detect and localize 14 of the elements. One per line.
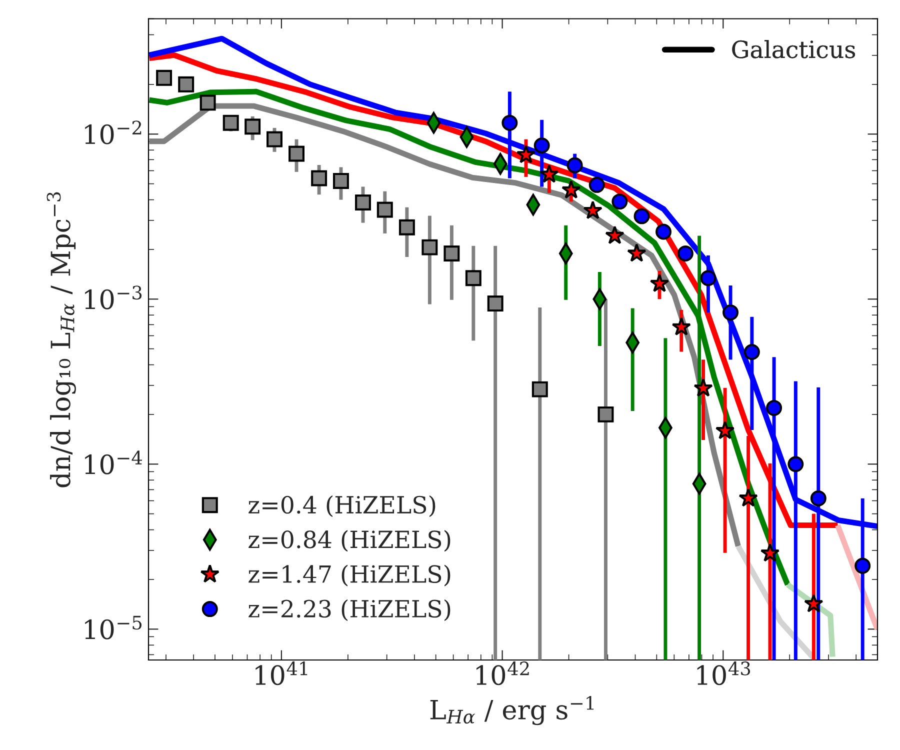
legend-label: z=0.84 (HiZELS) — [248, 530, 450, 552]
legend-label: z=1.47 (HiZELS) — [248, 564, 450, 586]
y-tick-label: 10$^{−2}$ — [85, 120, 142, 144]
y-axis-title: dn/d log₁₀ L$_{Hα}$ / Mpc$^{−3}$ — [46, 192, 76, 488]
legend-label: z=2.23 (HiZELS) — [248, 599, 450, 621]
x-tick-label: 10$^{42}$ — [476, 661, 529, 686]
x-tick-label: 10$^{43}$ — [697, 661, 750, 686]
x-tick-label: 10$^{41}$ — [256, 661, 308, 686]
y-tick-label: 10$^{−3}$ — [85, 286, 142, 310]
y-tick-label: 10$^{−5}$ — [85, 616, 142, 640]
y-tick-label: 10$^{−4}$ — [85, 450, 142, 474]
x-axis-title: L$_{Hα}$ / erg s$^{−1}$ — [430, 696, 594, 726]
legend-label: z=0.4 (HiZELS) — [248, 495, 436, 518]
annotation: Galacticus — [732, 40, 856, 58]
